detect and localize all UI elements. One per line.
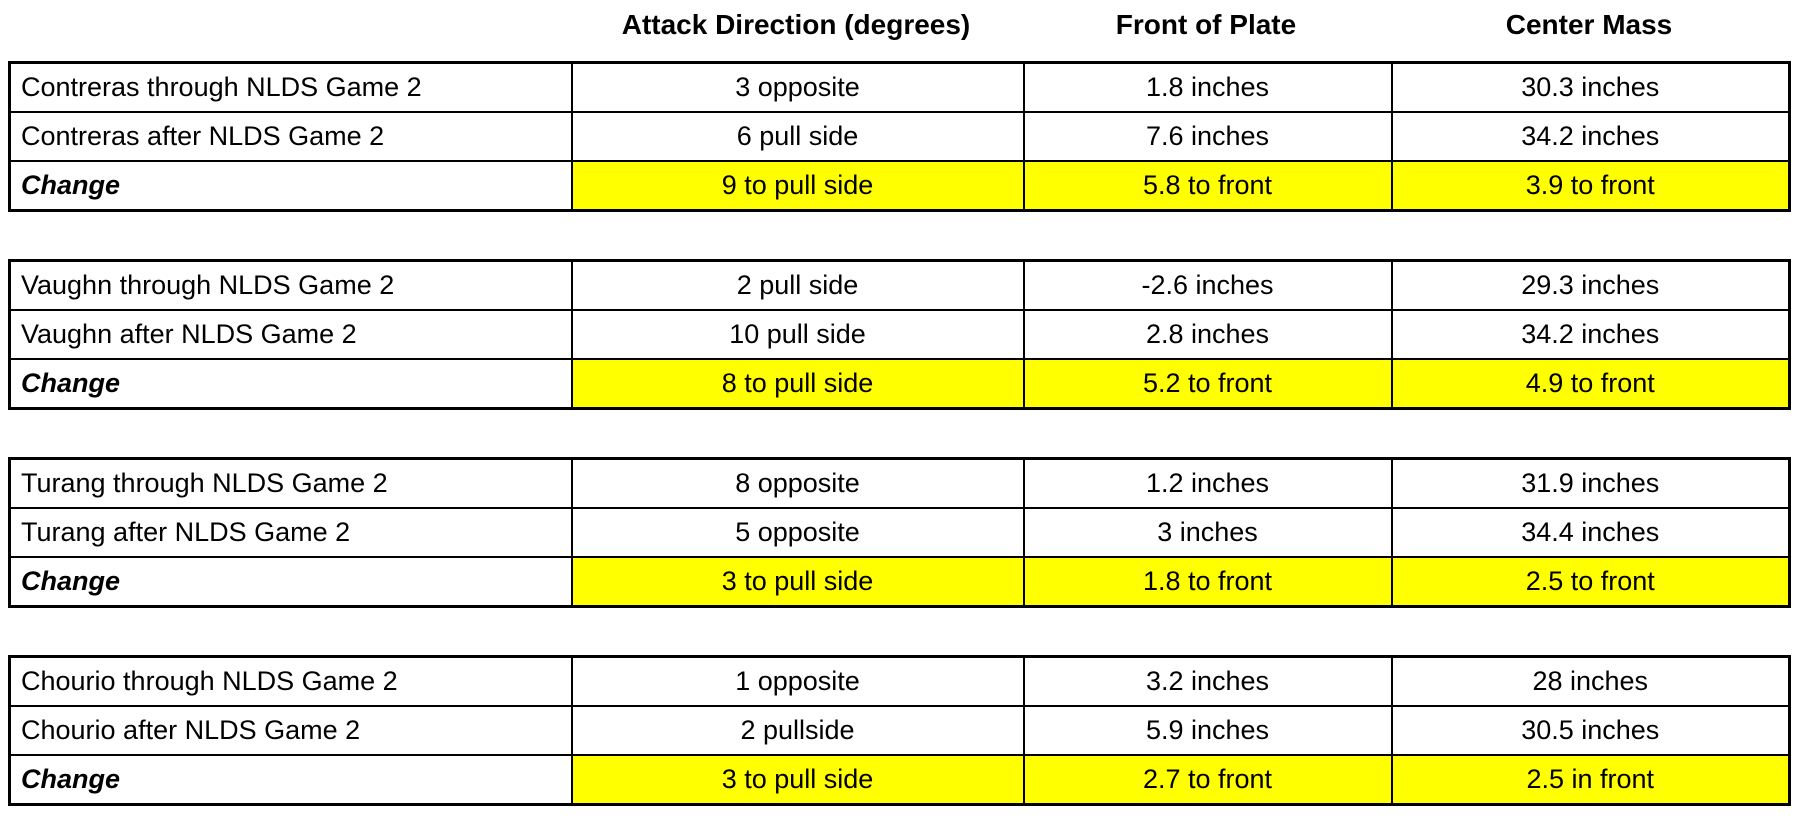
change-row: Change 8 to pull side 5.2 to front 4.9 t…	[8, 358, 1791, 410]
vaughn-table: Vaughn through NLDS Game 2 2 pull side -…	[8, 259, 1791, 410]
center-mass-cell: 31.9 inches	[1390, 457, 1791, 509]
column-header-front-of-plate: Front of Plate	[1115, 9, 1297, 40]
front-of-plate-cell: 5.9 inches	[1022, 705, 1393, 756]
attack-direction-cell: 8 opposite	[570, 457, 1025, 509]
attack-direction-cell: 8 to pull side	[570, 358, 1025, 410]
front-of-plate-cell: 7.6 inches	[1022, 111, 1393, 162]
turang-table: Turang through NLDS Game 2 8 opposite 1.…	[8, 457, 1791, 608]
front-of-plate-cell: 3.2 inches	[1022, 655, 1393, 707]
center-mass-cell: 29.3 inches	[1390, 259, 1791, 311]
table-row: Turang after NLDS Game 2 5 opposite 3 in…	[8, 507, 1791, 558]
change-row: Change 9 to pull side 5.8 to front 3.9 t…	[8, 160, 1791, 212]
center-mass-cell: 34.4 inches	[1390, 507, 1791, 558]
center-mass-cell: 4.9 to front	[1390, 358, 1791, 410]
attack-direction-cell: 2 pull side	[570, 259, 1025, 311]
front-of-plate-cell: 1.2 inches	[1022, 457, 1393, 509]
front-of-plate-cell: 3 inches	[1022, 507, 1393, 558]
attack-direction-cell: 10 pull side	[570, 309, 1025, 360]
column-header-attack-direction: Attack Direction (degrees)	[621, 9, 971, 40]
center-mass-cell: 30.3 inches	[1390, 61, 1791, 113]
contreras-table: Contreras through NLDS Game 2 3 opposite…	[8, 61, 1791, 212]
front-of-plate-cell: 1.8 inches	[1022, 61, 1393, 113]
front-of-plate-cell: 2.7 to front	[1022, 754, 1393, 806]
table-row: Contreras after NLDS Game 2 6 pull side …	[8, 111, 1791, 162]
center-mass-cell: 28 inches	[1390, 655, 1791, 707]
front-of-plate-cell: 1.8 to front	[1022, 556, 1393, 608]
center-mass-cell: 2.5 in front	[1390, 754, 1791, 806]
column-header-row: Attack Direction (degrees) Front of Plat…	[0, 6, 1800, 44]
row-label-cell: Vaughn through NLDS Game 2	[8, 259, 573, 311]
row-label-cell: Contreras through NLDS Game 2	[8, 61, 573, 113]
row-label-cell: Chourio after NLDS Game 2	[8, 705, 573, 756]
attack-direction-cell: 6 pull side	[570, 111, 1025, 162]
table-row: Turang through NLDS Game 2 8 opposite 1.…	[8, 457, 1791, 509]
front-of-plate-cell: 5.2 to front	[1022, 358, 1393, 410]
row-label-cell: Contreras after NLDS Game 2	[8, 111, 573, 162]
attack-direction-cell: 5 opposite	[570, 507, 1025, 558]
table-row: Vaughn through NLDS Game 2 2 pull side -…	[8, 259, 1791, 311]
attack-direction-cell: 3 to pull side	[570, 754, 1025, 806]
row-label-cell: Turang through NLDS Game 2	[8, 457, 573, 509]
table-row: Chourio after NLDS Game 2 2 pullside 5.9…	[8, 705, 1791, 756]
change-row: Change 3 to pull side 1.8 to front 2.5 t…	[8, 556, 1791, 608]
column-header-center-mass: Center Mass	[1505, 9, 1673, 40]
center-mass-cell: 3.9 to front	[1390, 160, 1791, 212]
table-row: Contreras through NLDS Game 2 3 opposite…	[8, 61, 1791, 113]
chourio-table: Chourio through NLDS Game 2 1 opposite 3…	[8, 655, 1791, 806]
row-label-cell: Change	[8, 160, 573, 212]
center-mass-cell: 30.5 inches	[1390, 705, 1791, 756]
center-mass-cell: 2.5 to front	[1390, 556, 1791, 608]
row-label-cell: Chourio through NLDS Game 2	[8, 655, 573, 707]
row-label-cell: Change	[8, 556, 573, 608]
attack-direction-cell: 3 to pull side	[570, 556, 1025, 608]
table-row: Vaughn after NLDS Game 2 10 pull side 2.…	[8, 309, 1791, 360]
attack-direction-cell: 1 opposite	[570, 655, 1025, 707]
row-label-cell: Change	[8, 358, 573, 410]
front-of-plate-cell: 2.8 inches	[1022, 309, 1393, 360]
change-row: Change 3 to pull side 2.7 to front 2.5 i…	[8, 754, 1791, 806]
attack-direction-cell: 3 opposite	[570, 61, 1025, 113]
row-label-cell: Vaughn after NLDS Game 2	[8, 309, 573, 360]
center-mass-cell: 34.2 inches	[1390, 111, 1791, 162]
center-mass-cell: 34.2 inches	[1390, 309, 1791, 360]
front-of-plate-cell: 5.8 to front	[1022, 160, 1393, 212]
attack-direction-cell: 9 to pull side	[570, 160, 1025, 212]
row-label-cell: Turang after NLDS Game 2	[8, 507, 573, 558]
row-label-cell: Change	[8, 754, 573, 806]
attack-direction-cell: 2 pullside	[570, 705, 1025, 756]
front-of-plate-cell: -2.6 inches	[1022, 259, 1393, 311]
table-row: Chourio through NLDS Game 2 1 opposite 3…	[8, 655, 1791, 707]
